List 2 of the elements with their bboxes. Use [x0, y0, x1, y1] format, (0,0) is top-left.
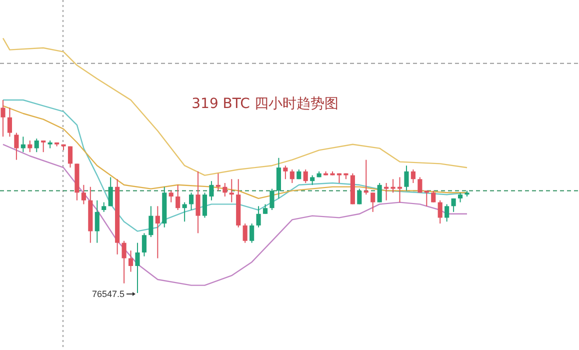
annotation: 76547.5 — [92, 289, 124, 299]
title: 319 BTC 四小时趋势图 — [192, 96, 338, 112]
